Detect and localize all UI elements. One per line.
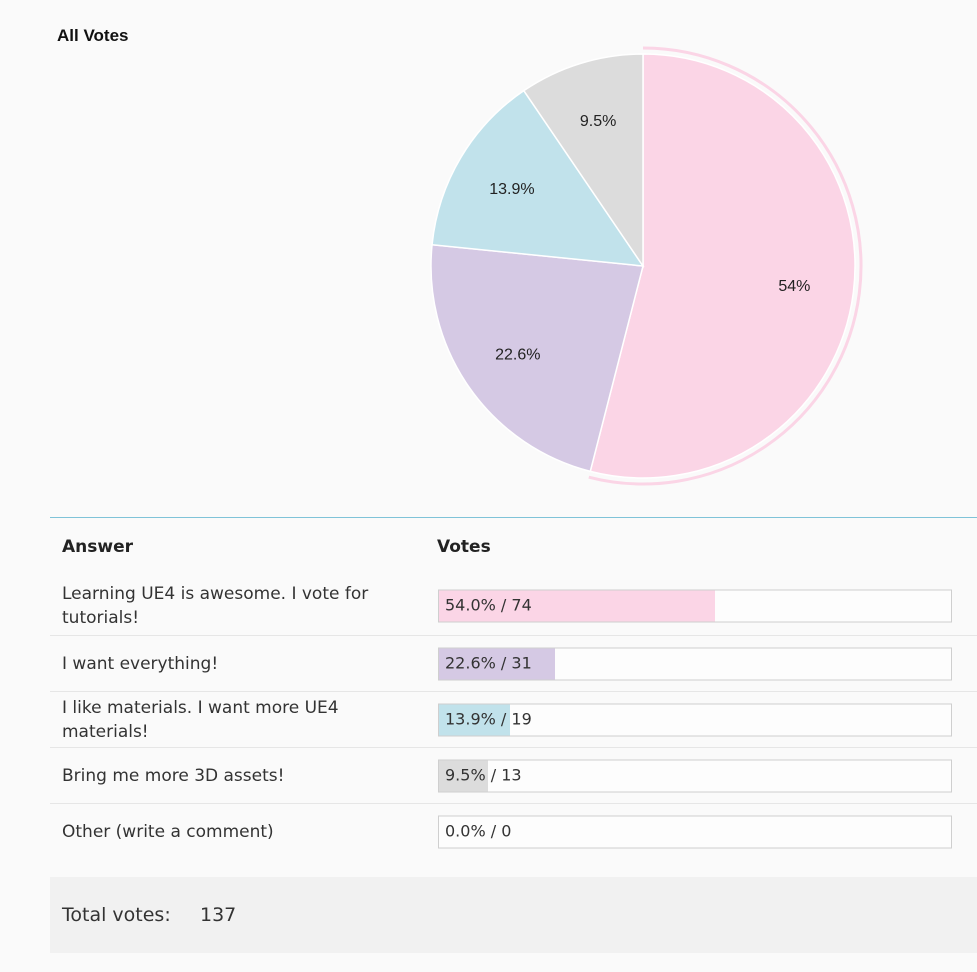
total-votes-label: Total votes: <box>62 904 171 926</box>
chart-title: All Votes <box>57 26 129 45</box>
pie-slice-label: 9.5% <box>580 113 616 130</box>
vote-bar: 9.5% / 13 <box>438 759 952 792</box>
vote-bar: 22.6% / 31 <box>438 647 952 680</box>
results-table: Answer Votes Learning UE4 is awesome. I … <box>50 517 977 859</box>
vote-bar-fill <box>439 648 555 679</box>
table-row: Bring me more 3D assets! 9.5% / 13 <box>50 748 977 804</box>
answer-label: I like materials. I want more UE4 materi… <box>62 697 339 742</box>
answer-column-header: Answer <box>62 537 133 557</box>
total-votes-value: 137 <box>200 904 237 926</box>
vote-bar-fill <box>439 760 488 791</box>
vote-bar-text: 9.5% / 13 <box>445 765 522 784</box>
vote-bar-text: 54.0% / 74 <box>445 595 532 614</box>
vote-bar-text: 22.6% / 31 <box>445 653 532 672</box>
table-row: I want everything! 22.6% / 31 <box>50 636 977 692</box>
votes-column-header: Votes <box>437 537 491 557</box>
vote-bar-text: 0.0% / 0 <box>445 821 512 840</box>
vote-bar-text: 13.9% / 19 <box>445 709 532 728</box>
pie-chart: 54% 22.6% 13.9% 9.5% <box>430 46 863 486</box>
table-row: Learning UE4 is awesome. I vote for tuto… <box>50 576 977 636</box>
answer-label: Learning UE4 is awesome. I vote for tuto… <box>62 583 369 628</box>
vote-bar: 13.9% / 19 <box>438 703 952 736</box>
total-votes-panel: Total votes: 137 <box>50 877 977 953</box>
vote-bar: 0.0% / 0 <box>438 815 952 848</box>
answer-label: I want everything! <box>62 653 219 674</box>
pie-slice-label: 54% <box>778 278 810 295</box>
vote-bar-fill <box>439 590 716 621</box>
pie-slice-label: 13.9% <box>489 181 534 198</box>
vote-bar-fill <box>439 704 511 735</box>
pie-slice-label: 22.6% <box>495 346 540 363</box>
pie-slice[interactable] <box>430 243 644 473</box>
table-row: Other (write a comment) 0.0% / 0 <box>50 804 977 859</box>
vote-bar: 54.0% / 74 <box>438 589 952 622</box>
answer-label: Other (write a comment) <box>62 821 274 842</box>
pie-slice[interactable] <box>431 89 645 267</box>
pie-slice-highlight <box>588 46 863 486</box>
pie-slice[interactable] <box>522 53 644 269</box>
pie-slice[interactable] <box>589 53 856 479</box>
answer-label: Bring me more 3D assets! <box>62 765 285 786</box>
table-header: Answer Votes <box>50 518 977 576</box>
table-row: I like materials. I want more UE4 materi… <box>50 692 977 748</box>
